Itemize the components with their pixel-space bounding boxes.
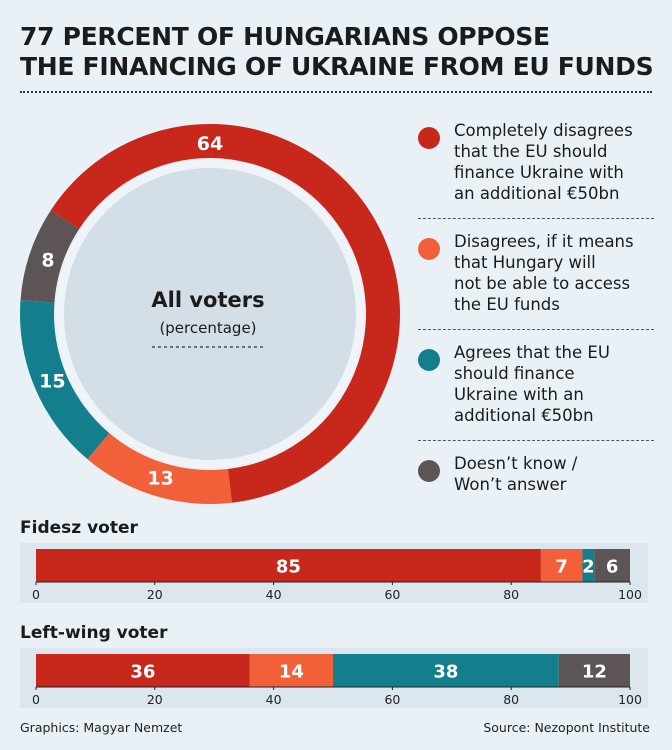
bar-value-label: 2 xyxy=(582,557,595,578)
bar-segment xyxy=(594,549,630,582)
legend-separator xyxy=(418,218,654,219)
donut-center-subtitle: (percentage) xyxy=(159,319,256,337)
chart-title: 77 PERCENT OF HUNGARIANS OPPOSE THE FINA… xyxy=(20,22,654,82)
footer-source: Source: Nezopont Institute xyxy=(483,720,650,735)
donut-center xyxy=(64,168,356,460)
legend-swatch xyxy=(418,238,440,260)
legend-item: Completely disagrees that the EU should fi… xyxy=(418,120,654,204)
fidesz-stacked-bar: 85 7 2 60 20 40 60 80 100 xyxy=(32,549,642,602)
x-tick-label: 0 xyxy=(32,692,40,707)
footer-credit: Graphics: Magyar Nemzet xyxy=(20,720,183,735)
legend-swatch xyxy=(418,127,440,149)
x-tick-label: 100 xyxy=(618,587,642,602)
donut-chart: 64 13 15 8 All voters (percentage) xyxy=(19,124,401,504)
bar-segment xyxy=(558,654,630,687)
donut-value-label: 8 xyxy=(41,249,54,271)
legend-item: Agrees that the EU should finance Ukraine … xyxy=(418,342,654,426)
legend: Completely disagrees that the EU should fi… xyxy=(418,120,654,495)
legend-separator xyxy=(418,440,654,441)
x-tick-label: 60 xyxy=(384,692,400,707)
legend-label: Doesn’t know / Won’t answer xyxy=(454,454,578,494)
title-line-1: 77 PERCENT OF HUNGARIANS OPPOSE xyxy=(20,22,550,51)
bar-value-label: 7 xyxy=(555,557,568,578)
bar-segment xyxy=(249,654,333,687)
legend-label: Completely disagrees that the EU should fi… xyxy=(454,121,633,203)
legend-item: Doesn’t know / Won’t answer xyxy=(418,453,654,495)
x-tick-label: 100 xyxy=(618,692,642,707)
donut-value-label: 15 xyxy=(39,370,65,392)
x-tick-label: 60 xyxy=(384,587,400,602)
donut-slice xyxy=(20,210,80,303)
x-tick-label: 80 xyxy=(503,692,519,707)
x-tick-label: 80 xyxy=(503,587,519,602)
donut-slice xyxy=(19,300,110,460)
x-tick-label: 20 xyxy=(147,587,163,602)
bar-value-label: 12 xyxy=(582,662,607,683)
legend-swatch xyxy=(418,460,440,482)
bar-value-label: 36 xyxy=(130,662,155,683)
x-tick-label: 40 xyxy=(266,692,282,707)
bar-value-label: 38 xyxy=(433,662,458,683)
title-line-2: THE FINANCING OF UKRAINE FROM EU FUNDS xyxy=(20,52,654,81)
donut-value-label: 13 xyxy=(147,468,173,490)
bar-segment xyxy=(333,654,559,687)
x-tick-label: 0 xyxy=(32,587,40,602)
bar-segment xyxy=(36,654,250,687)
bar-segment xyxy=(540,549,583,582)
donut-center-title: All voters xyxy=(151,288,264,312)
donut-slice xyxy=(87,433,232,504)
fidesz-bar-title: Fidesz voter xyxy=(20,518,138,538)
fidesz-bar-panel: 85 7 2 6 0 20 40 60 80 100 xyxy=(20,543,648,603)
legend-separator xyxy=(418,329,654,330)
title-divider xyxy=(20,91,652,93)
legend-label: Agrees that the EU should finance Ukraine … xyxy=(454,343,610,425)
bar-value-label: 14 xyxy=(279,662,304,683)
leftwing-stacked-bar: 36 14 38 12 0 20 40 60 80 100 xyxy=(32,654,642,707)
bar-segment xyxy=(36,549,541,582)
leftwing-bar-title: Left-wing voter xyxy=(20,623,168,643)
legend-swatch xyxy=(418,349,440,371)
leftwing-bar-panel: 36 14 38 12 0 20 40 60 80 100 xyxy=(20,648,648,708)
legend-item: Disagrees, if it means that Hungary will n… xyxy=(418,231,654,315)
bar-segment xyxy=(582,549,595,582)
x-tick-label: 40 xyxy=(266,587,282,602)
x-tick-label: 20 xyxy=(147,692,163,707)
bar-value-label: 6 xyxy=(606,557,619,578)
bar-value-label: 85 xyxy=(276,557,301,578)
legend-label: Disagrees, if it means that Hungary will n… xyxy=(454,232,634,314)
donut-value-label: 64 xyxy=(197,133,223,155)
